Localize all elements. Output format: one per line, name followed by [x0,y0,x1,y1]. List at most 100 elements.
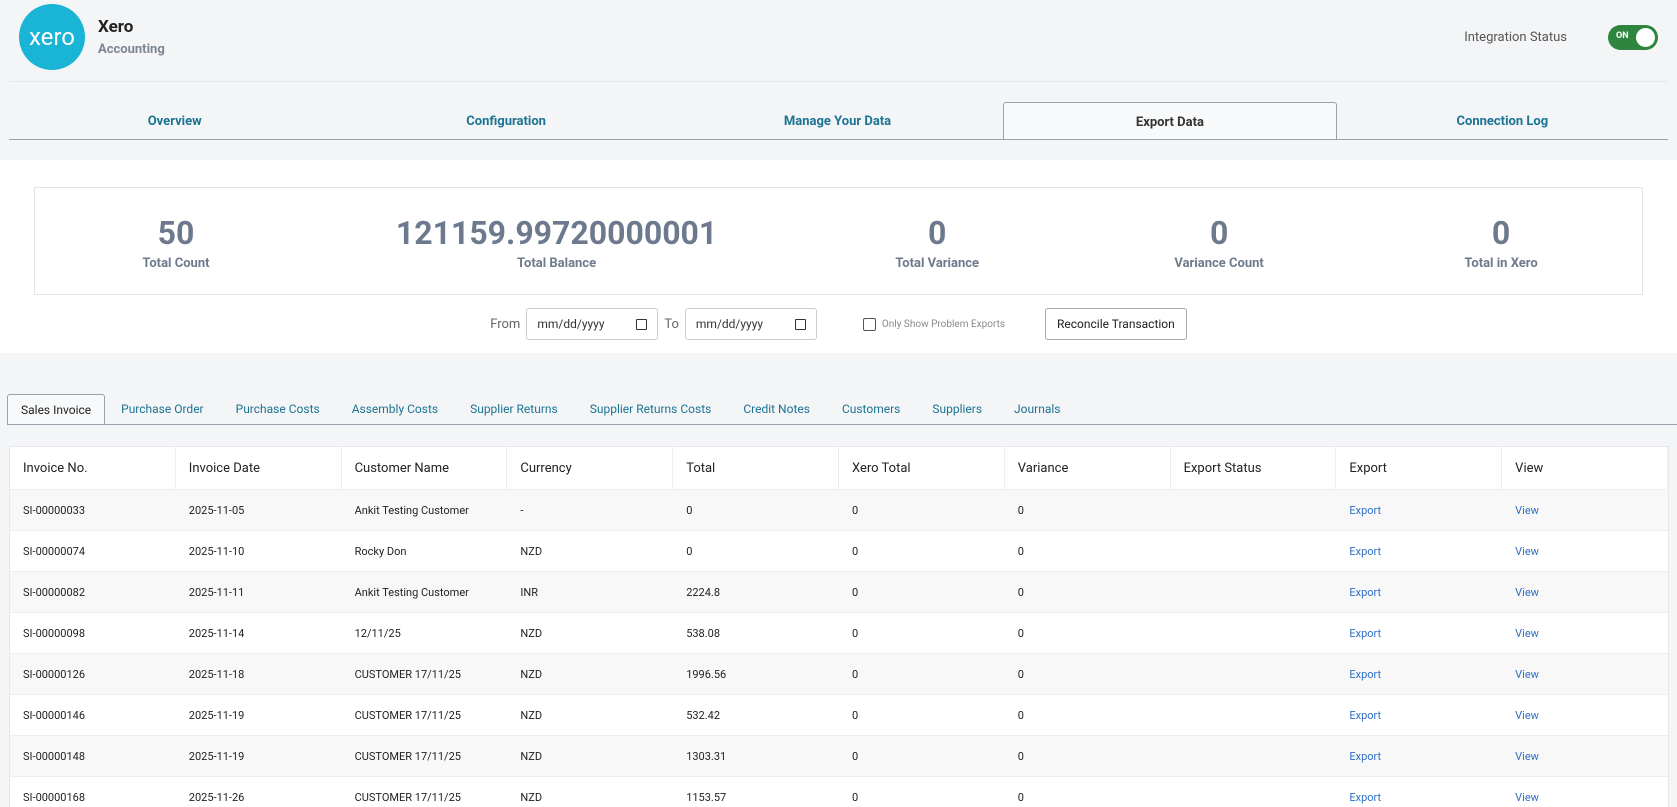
tab[interactable]: Export Data [1003,102,1337,139]
cell: NZD [520,749,543,763]
cell: 0 [1017,708,1024,722]
cell: 2025-11-26 [188,790,245,804]
cell: Rocky Don [354,544,407,558]
cell: 1996.56 [686,667,727,681]
app-title: Xero [98,17,134,37]
toggle[interactable]: ON [1608,25,1658,50]
stat: 0 Variance Count [1078,188,1360,294]
export-link[interactable]: Export [1349,544,1382,558]
cell: CUSTOMER 17/11/25 [354,708,461,722]
table-row: SI-00000033 2025-11-05 Ankit Testing Custo… [10,489,1668,530]
view-link[interactable]: View [1515,749,1539,763]
subtab[interactable]: Sales Invoice [7,394,106,424]
cell: 0 [1017,749,1024,763]
subtab[interactable]: Suppliers [932,402,983,416]
tab[interactable]: Overview [147,114,202,129]
stat-label: Total Balance [517,256,597,271]
placeholder: mm/dd/yyyy [537,317,605,331]
cell: SI-00000126 [23,667,86,681]
export-link[interactable]: Export [1349,667,1382,681]
checkbox-box [862,317,876,331]
column-header: Invoice No. [10,447,176,489]
cell: SI-00000168 [23,790,86,804]
cell: 532.42 [686,708,720,722]
cell: Export [1336,490,1502,530]
column-header: Total [673,447,839,489]
cell: 1303.31 [686,749,727,763]
cell: 0 [851,544,859,558]
cell: 0 [686,503,693,517]
subtab[interactable]: Journals [1014,402,1061,416]
cell: SI-00000082 [23,585,86,599]
view-link[interactable]: View [1515,790,1539,804]
table-row: SI-00000126 2025-11-18 CUSTOMER 17/11/25 NZ… [10,653,1668,694]
table-row: SI-00000146 2025-11-19 CUSTOMER 17/11/25 NZ… [10,694,1668,735]
cell: - [520,503,524,517]
cell: 0 [1017,790,1024,804]
cell: 538.08 [686,626,720,640]
cell: NZD [520,790,543,804]
subtab[interactable]: Credit Notes [743,402,810,416]
tab[interactable]: Manage Your Data [783,114,892,129]
date-input[interactable]: mm/dd/yyyy [684,308,817,340]
table: Invoice No. Invoice Date Customer Name Curr… [9,446,1669,807]
stat-label: Total Variance [895,256,980,271]
cell: 0 [1017,626,1024,640]
cell: View [1502,736,1668,776]
export-link[interactable]: Export [1349,585,1382,599]
tab[interactable]: Connection Log [1456,114,1549,129]
export-link[interactable]: Export [1349,708,1382,722]
subtab[interactable]: Customers [841,402,901,416]
subtab[interactable]: Supplier Returns Costs [589,402,712,416]
view-link[interactable]: View [1515,585,1539,599]
export-link[interactable]: Export [1349,749,1382,763]
column-header: Xero Total [839,447,1005,489]
cell: 0 [1017,667,1024,681]
cell [1171,695,1337,735]
view-link[interactable]: View [1515,503,1539,517]
cell: 0 [851,790,859,804]
stat-label: Total in Xero [1464,256,1538,271]
export-link[interactable]: Export [1349,503,1382,517]
view-link[interactable]: View [1515,708,1539,722]
column-header: View [1502,447,1668,489]
column-header: Export [1336,447,1503,489]
cell: 2025-11-19 [188,708,245,722]
tab[interactable]: Configuration [466,114,546,129]
checkbox[interactable]: Only Show Problem Exports [862,317,1006,331]
column-header: Variance [1005,447,1171,489]
stat-value: 0 [1209,214,1229,252]
checkbox-label: Only Show Problem Exports [881,318,1006,330]
subtab[interactable]: Purchase Order [121,402,204,416]
stat-value: 121159.99720000001 [395,214,718,252]
cell: 2224.8 [686,585,720,599]
stat-value: 0 [928,214,947,252]
cell: Ankit Testing Customer [354,503,469,517]
subtab[interactable]: Assembly Costs [351,402,439,416]
cell: 1153.57 [686,790,727,804]
cell: View [1502,490,1668,530]
view-link[interactable]: View [1515,544,1539,558]
cell: INR [520,585,539,599]
export-link[interactable]: Export [1349,790,1382,804]
view-link[interactable]: View [1515,667,1539,681]
toggle-knob [1636,28,1655,47]
cell [1171,613,1337,653]
cell: View [1502,531,1668,571]
date-input[interactable]: mm/dd/yyyy [526,308,659,340]
export-link[interactable]: Export [1349,626,1382,640]
view-link[interactable]: View [1515,626,1539,640]
calendar-icon [794,318,806,330]
table-row: SI-00000074 2025-11-10 Rocky Don NZD 0 0 0 Expo… [10,530,1668,571]
cell: NZD [520,626,543,640]
from-label: From [490,316,521,332]
stat: 121159.99720000001 Total Balance [317,188,796,294]
stat-value: 0 [1491,214,1511,252]
column-header: Currency [507,447,674,489]
cell: View [1502,695,1668,735]
cell: SI-00000033 [23,503,86,517]
button[interactable]: Reconcile Transaction [1045,308,1187,340]
cell: 2025-11-10 [188,544,245,558]
subtab[interactable]: Purchase Costs [235,402,320,416]
subtab[interactable]: Supplier Returns [470,402,558,416]
